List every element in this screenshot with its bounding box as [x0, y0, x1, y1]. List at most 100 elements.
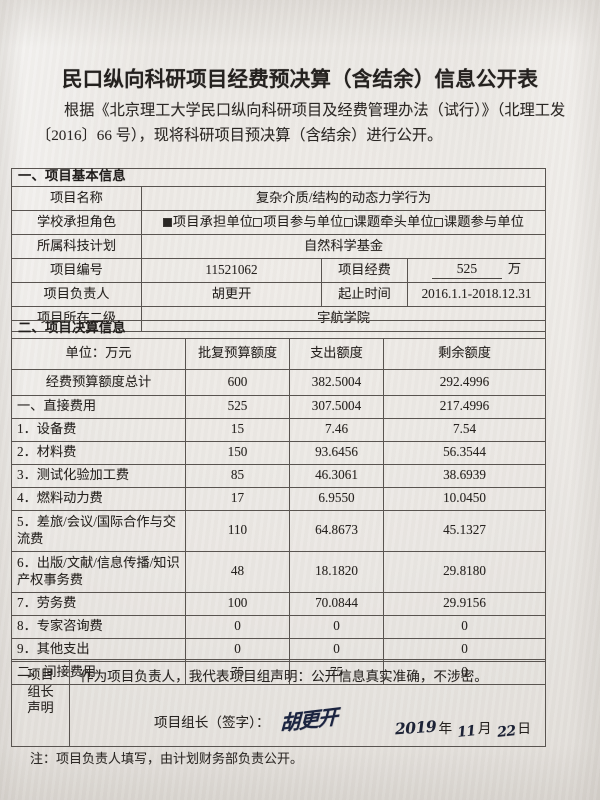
value-funding: 525 万	[406, 257, 547, 283]
cell-remaining: 29.9156	[382, 591, 547, 616]
column-header-unit: 单位：万元	[11, 337, 186, 370]
cell-spent: 382.5004	[289, 368, 384, 396]
table-row: 项目负责人 胡更开 起止时间 2016.1.1-2018.12.31	[11, 281, 547, 307]
cell-remaining: 45.1327	[382, 509, 547, 552]
date-month-value: 11	[456, 722, 477, 741]
table-row: 二、项目决算信息	[10, 320, 547, 339]
intro-line-1: 根据《北京理工大学民口纵向科研项目及经费管理办法（试行）》（北理工发	[64, 102, 566, 119]
funding-unit: 万	[507, 260, 522, 276]
label-leader: 项目负责人	[11, 281, 142, 307]
cell-approved: 150	[185, 440, 290, 465]
footer-note: 注：项目负责人填写，由计划财务部负责公开。	[30, 751, 304, 766]
table-row: 4．燃料动力费 17 6.9550 10.0450	[11, 486, 547, 511]
checkbox-checked-icon[interactable]	[162, 217, 172, 227]
table-row: 9．其他支出 0 0 0	[11, 637, 547, 662]
cell-remaining: 7.54	[382, 417, 547, 442]
cell-spent: 0	[289, 614, 384, 639]
intro-line-2: 〔2016〕66 号），现将科研项目预决算（含结余）进行公开。	[36, 127, 443, 144]
signature-label: 项目组长（签字）：	[154, 715, 270, 731]
table-row: 学校承担角色 项目承担单位 项目参与单位 课题牵头单位 课题参与单位	[11, 209, 547, 235]
table-row: 8．专家咨询费 0 0 0	[11, 614, 547, 639]
row-label-publication: 6．出版/文献/信息传播/知识产权事务费	[11, 550, 186, 593]
role-option-1[interactable]: 项目参与单位	[253, 214, 343, 229]
label-funding: 项目经费	[321, 257, 408, 283]
table-row: 项目名称 复杂介质/结构的动态力学行为	[11, 185, 547, 211]
declaration-statement: 作为项目负责人，我代表项目组声明：公开信息真实准确，不涉密。	[80, 669, 488, 684]
table-row: 一、项目基本信息	[10, 168, 547, 187]
checkbox-icon[interactable]	[433, 217, 443, 227]
role-label-1: 项目参与单位	[263, 213, 344, 229]
cell-remaining: 292.4996	[382, 368, 547, 396]
table-row: 6．出版/文献/信息传播/知识产权事务费 48 18.1820 29.8180	[11, 550, 547, 593]
date-year-value: 2019	[394, 716, 438, 738]
value-project-code: 11521062	[141, 257, 322, 283]
row-label-travel: 5．差旅/会议/国际合作与交流费	[11, 509, 186, 552]
cell-spent: 7.46	[289, 417, 384, 442]
date-day-value: 22	[496, 722, 517, 741]
date-month-unit: 月	[477, 720, 492, 736]
label-school-role: 学校承担角色	[11, 209, 142, 235]
cell-spent: 70.0844	[289, 591, 384, 616]
cell-remaining: 217.4996	[382, 394, 547, 419]
cell-spent: 93.6456	[289, 440, 384, 465]
value-plan: 自然科学基金	[140, 233, 547, 259]
cell-approved: 110	[185, 509, 290, 552]
cell-approved: 0	[185, 637, 290, 662]
row-label-expert: 8．专家咨询费	[11, 614, 186, 639]
row-label-labor: 7．劳务费	[11, 591, 186, 616]
label-project-name: 项目名称	[11, 185, 142, 211]
cell-spent: 46.3061	[289, 463, 384, 488]
checkbox-icon[interactable]	[253, 217, 263, 227]
row-label-testing: 3．测试化验加工费	[11, 463, 186, 488]
side-label-line-0: 项目	[27, 667, 54, 682]
table-row: 一、直接费用 525 307.5004 217.4996	[11, 394, 547, 419]
section-heading-basic: 一、项目基本信息	[10, 168, 547, 187]
row-label-total: 经费预算额度总计	[11, 368, 186, 396]
label-period: 起止时间	[321, 281, 408, 307]
row-label-other: 9．其他支出	[11, 637, 186, 662]
intro-paragraph: 根据《北京理工大学民口纵向科研项目及经费管理办法（试行）》（北理工发 〔2016…	[36, 98, 568, 148]
table-row: 1．设备费 15 7.46 7.54	[11, 417, 547, 442]
column-header-approved: 批复预算额度	[185, 337, 290, 370]
cell-approved: 100	[185, 591, 290, 616]
side-label-line-2: 声明	[27, 700, 54, 715]
table-row: 5．差旅/会议/国际合作与交流费 110 64.8673 45.1327	[11, 509, 547, 552]
cell-approved: 48	[185, 550, 290, 593]
cell-spent: 64.8673	[289, 509, 384, 552]
cell-remaining: 38.6939	[382, 463, 547, 488]
cell-spent: 0	[289, 637, 384, 662]
cell-approved: 600	[185, 368, 290, 396]
signature-line: 项目组长（签字）： 胡更开	[80, 705, 535, 736]
side-label-line-1: 组长	[27, 683, 54, 699]
cell-approved: 525	[185, 394, 290, 419]
cell-remaining: 29.8180	[382, 550, 547, 593]
role-option-3[interactable]: 课题参与单位	[433, 214, 524, 229]
cell-spent: 18.1820	[289, 550, 384, 593]
funding-amount: 525	[431, 261, 502, 280]
signature-date: 2019年 11月 22日	[393, 716, 531, 741]
value-period: 2016.1.1-2018.12.31	[406, 281, 547, 307]
row-label-direct: 一、直接费用	[11, 394, 186, 419]
declaration-side-label: 项目 组长 声明	[11, 659, 70, 747]
label-plan: 所属科技计划	[11, 233, 142, 259]
role-option-2[interactable]: 课题牵头单位	[343, 213, 434, 229]
table-row: 经费预算额度总计 600 382.5004 292.4996	[11, 368, 547, 396]
table-row: 所属科技计划 自然科学基金	[11, 233, 547, 259]
date-day-unit: 日	[517, 720, 531, 736]
table-row: 2．材料费 150 93.6456 56.3544	[11, 440, 547, 465]
cell-remaining: 56.3544	[382, 440, 547, 465]
checkbox-icon[interactable]	[343, 217, 353, 227]
role-label-0: 项目承担单位	[172, 213, 254, 229]
label-project-code: 项目编号	[11, 257, 142, 283]
cell-approved: 15	[185, 417, 290, 442]
date-year-unit: 年	[438, 720, 453, 736]
role-option-0[interactable]: 项目承担单位	[162, 213, 254, 229]
cell-remaining: 0	[382, 637, 547, 662]
column-header-remaining: 剩余额度	[382, 337, 547, 370]
table-row: 项目编号 11521062 项目经费 525 万	[11, 257, 547, 283]
basic-info-table: 一、项目基本信息 项目名称 复杂介质/结构的动态力学行为 学校承担角色 项目承担…	[10, 168, 547, 332]
row-label-material: 2．材料费	[11, 440, 186, 465]
value-project-name: 复杂介质/结构的动态力学行为	[140, 185, 547, 211]
row-label-equipment: 1．设备费	[11, 417, 186, 442]
role-label-2: 课题牵头单位	[353, 213, 434, 229]
